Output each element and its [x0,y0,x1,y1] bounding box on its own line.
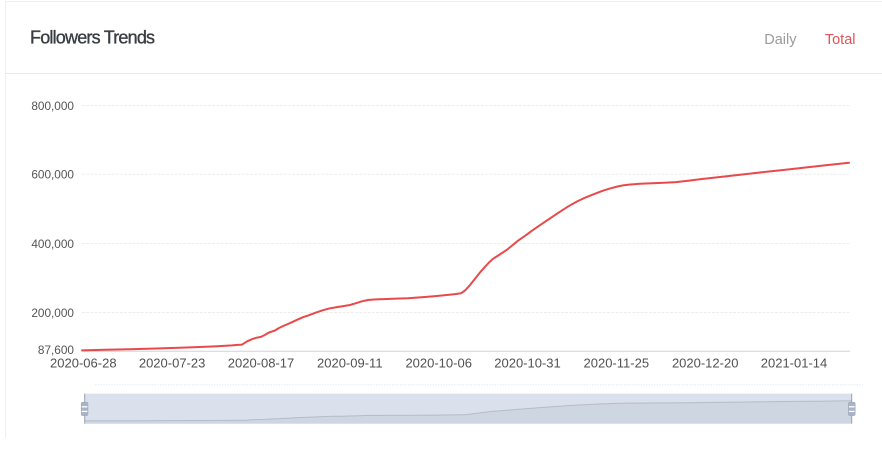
svg-text:2020-12-20: 2020-12-20 [672,356,739,371]
svg-text:2020-08-17: 2020-08-17 [228,356,295,371]
svg-text:2020-11-25: 2020-11-25 [584,356,650,371]
svg-text:600,000: 600,000 [31,168,74,182]
svg-text:2020-10-31: 2020-10-31 [494,356,561,371]
svg-text:800,000: 800,000 [31,99,74,113]
svg-text:Daily: Daily [764,32,797,48]
svg-text:2020-09-11: 2020-09-11 [317,356,383,371]
svg-text:2020-06-28: 2020-06-28 [50,356,117,371]
svg-text:87,600: 87,600 [38,343,75,357]
svg-text:2020-07-23: 2020-07-23 [139,356,206,371]
svg-text:Followers Trends: Followers Trends [30,28,155,48]
svg-text:Total: Total [825,32,856,48]
svg-text:2021-01-14: 2021-01-14 [761,356,828,371]
svg-text:2020-10-06: 2020-10-06 [405,356,472,371]
svg-text:400,000: 400,000 [31,237,74,251]
svg-text:200,000: 200,000 [31,306,74,320]
